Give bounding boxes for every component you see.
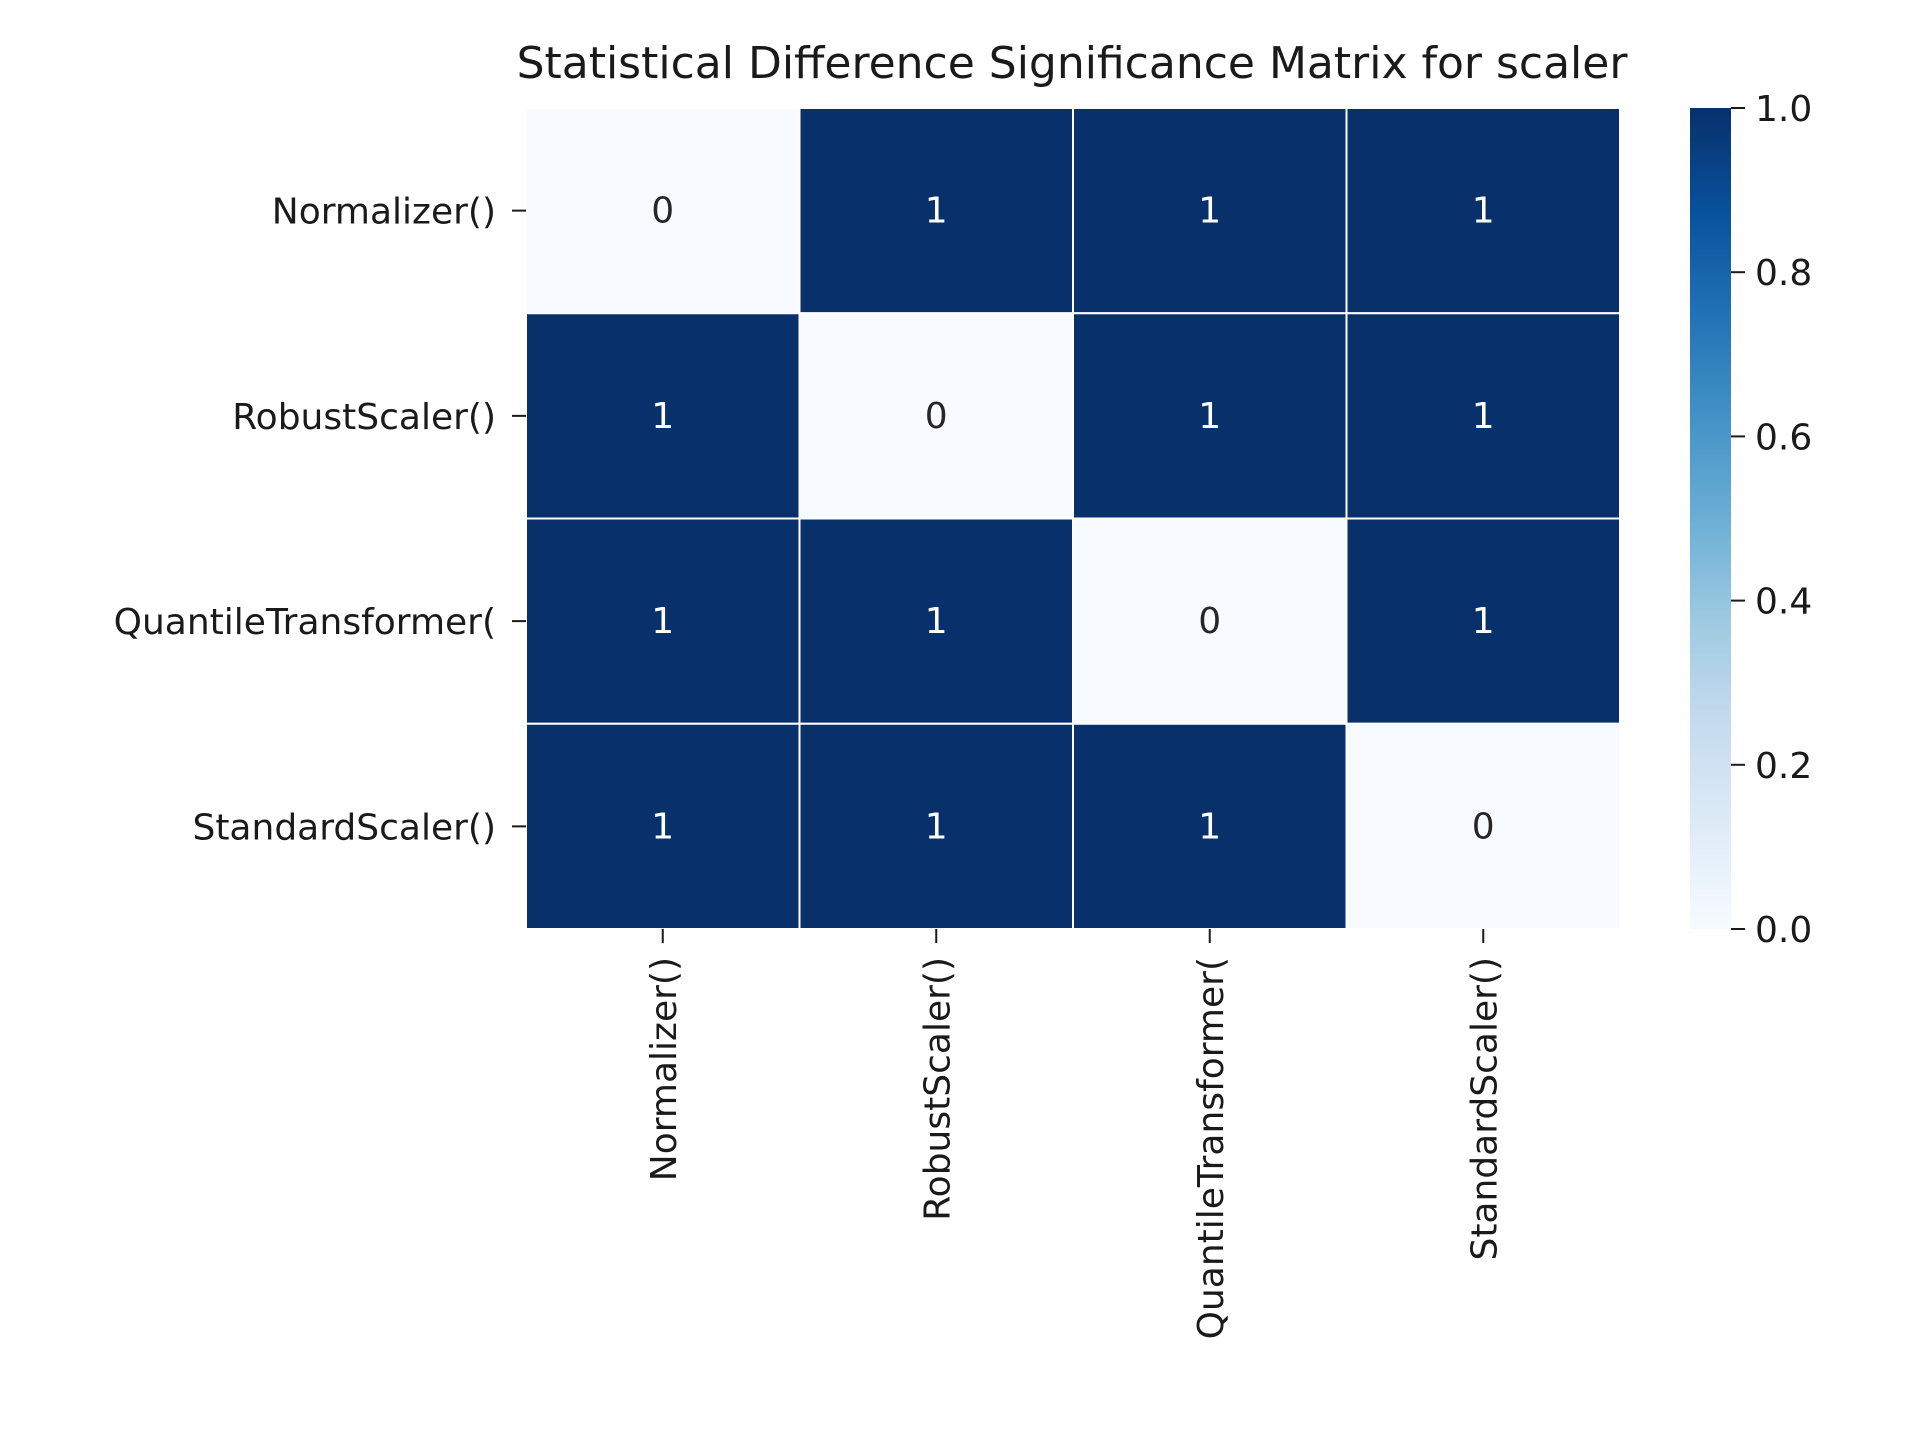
colorbar: 0.0 0.2 0.4 0.6 0.8 1.0 (1690, 89, 1812, 951)
cell-value-label: 1 (651, 601, 674, 642)
heatmap-cell (798, 107, 1074, 315)
colorbar-ticks: 0.0 0.2 0.4 0.6 0.8 1.0 (1731, 89, 1812, 951)
row-labels: Normalizer() RobustScaler() QuantileTransf… (114, 192, 526, 848)
cell-value-label: 1 (1198, 396, 1221, 437)
heatmap-cell (525, 312, 801, 520)
column-labels: Normalizer() RobustScaler() QuantileTransf… (644, 929, 1505, 1339)
colorbar-tick-label: 1.0 (1755, 89, 1812, 130)
cell-value-label: 1 (651, 806, 674, 847)
cell-value-label: 1 (1198, 806, 1221, 847)
cell-value-label: 1 (1472, 601, 1495, 642)
heatmap-cell (798, 722, 1074, 930)
row-label: QuantileTransformer( (114, 602, 496, 643)
colorbar-tick-label: 0.4 (1755, 582, 1812, 623)
row-label: StandardScaler() (192, 807, 496, 848)
cell-value-label: 0 (1198, 601, 1221, 642)
cell-value-label: 0 (925, 396, 948, 437)
colorbar-tick-label: 0.6 (1755, 417, 1812, 458)
column-label: Normalizer() (644, 957, 685, 1181)
colorbar-gradient (1690, 108, 1731, 929)
heatmap-cell (525, 722, 801, 930)
cell-value-label: 1 (1472, 191, 1495, 232)
cell-value-label: 1 (925, 191, 948, 232)
heatmap-cell (798, 517, 1074, 725)
heatmap-cell (1345, 722, 1621, 930)
cell-value-label: 1 (925, 601, 948, 642)
cell-value-label: 1 (1198, 191, 1221, 232)
heatmap-cells: 0 1 1 1 1 0 1 1 1 1 0 1 1 1 1 0 (525, 107, 1621, 930)
cell-value-label: 1 (1472, 396, 1495, 437)
colorbar-tick-label: 0.2 (1755, 746, 1812, 787)
heatmap-cell (1345, 517, 1621, 725)
heatmap-cell (1072, 107, 1348, 315)
colorbar-tick-label: 0.8 (1755, 253, 1812, 294)
cell-value-label: 0 (651, 191, 674, 232)
heatmap-cell (1345, 107, 1621, 315)
chart-title: Statistical Difference Significance Matr… (517, 38, 1629, 89)
row-label: Normalizer() (272, 192, 496, 233)
cell-value-label: 1 (925, 806, 948, 847)
cell-value-label: 0 (1472, 806, 1495, 847)
heatmap-cell (798, 312, 1074, 520)
column-label: StandardScaler() (1464, 957, 1505, 1261)
heatmap-cell (1072, 722, 1348, 930)
column-label: RobustScaler() (917, 957, 958, 1221)
heatmap-cell (1345, 312, 1621, 520)
heatmap-cell (525, 107, 801, 315)
row-label: RobustScaler() (232, 397, 496, 438)
column-label: QuantileTransformer( (1191, 957, 1232, 1339)
colorbar-tick-label: 0.0 (1755, 910, 1812, 951)
cell-value-label: 1 (651, 396, 674, 437)
